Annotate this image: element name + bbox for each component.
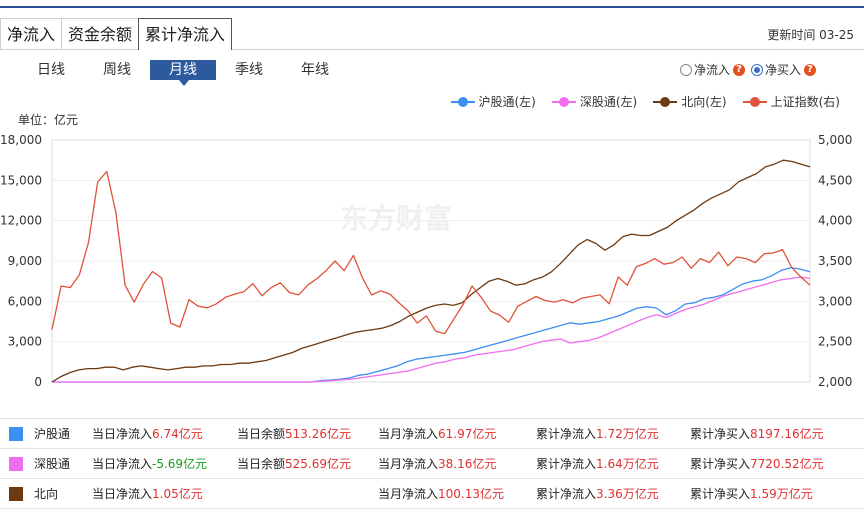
period-quarterly[interactable]: 季线 bbox=[235, 62, 263, 78]
y-right-tick-label: 4,000 bbox=[818, 214, 852, 228]
tab-fund-balance[interactable]: 资金余额 bbox=[61, 18, 140, 49]
radio-button-icon[interactable] bbox=[679, 63, 692, 76]
y-left-tick-label: 0 bbox=[34, 375, 42, 389]
cumulative-buy: 累计净买入1.59万亿元 bbox=[690, 487, 813, 501]
legend-label-sh-index: 上证指数(右) bbox=[770, 95, 840, 109]
y-left-tick-label: 6,000 bbox=[8, 294, 42, 308]
y-right-tick-label: 3,500 bbox=[818, 254, 852, 268]
top-rule bbox=[0, 6, 864, 8]
row-name: 深股通 bbox=[34, 457, 71, 471]
cumulative-inflow-chart: 东方财富 18,000 5,000 15,000 4,500 12,000 4,000 9,… bbox=[0, 133, 852, 389]
update-time: 更新时间 03-25 bbox=[767, 28, 854, 42]
legend-label-sgt: 深股通(左) bbox=[579, 95, 638, 109]
legend-label-hgt: 沪股通(左) bbox=[478, 95, 536, 109]
cumulative-buy: 累计净买入8197.16亿元 bbox=[690, 427, 824, 441]
legend-item-north[interactable]: 北向(左) bbox=[653, 93, 727, 110]
radio-net-inflow-label: 净流入 bbox=[693, 63, 730, 77]
row-name: 北向 bbox=[34, 487, 59, 501]
period-selector: 日线 周线 月线 季线 年线 bbox=[18, 60, 348, 86]
tab-bar: 净流入 资金余额 累计净流入 bbox=[0, 18, 864, 50]
row-name: 沪股通 bbox=[34, 427, 71, 441]
daily-balance: 当日余额525.69亿元 bbox=[237, 457, 352, 471]
y-left-tick-label: 3,000 bbox=[8, 335, 42, 349]
legend-marker-icon bbox=[653, 96, 678, 107]
help-icon[interactable]: ? bbox=[804, 63, 816, 76]
series-line-north bbox=[51, 159, 811, 383]
monthly-inflow: 当月净流入38.16亿元 bbox=[378, 457, 497, 471]
cumulative-inflow: 累计净流入1.72万亿元 bbox=[536, 427, 659, 441]
y-left-tick-label: 12,000 bbox=[0, 214, 42, 228]
daily-inflow: 当日净流入-5.69亿元 bbox=[92, 457, 208, 471]
series-line-sh_index bbox=[51, 170, 811, 335]
table-row: 深股通 当日净流入-5.69亿元 当日余额525.69亿元 当月净流入38.16… bbox=[0, 449, 864, 479]
cumulative-inflow: 累计净流入1.64万亿元 bbox=[536, 457, 659, 471]
monthly-inflow: 当月净流入61.97亿元 bbox=[378, 427, 497, 441]
tab-cumulative-inflow[interactable]: 累计净流入 bbox=[138, 18, 233, 50]
radio-net-buy[interactable]: 净买入 ? bbox=[750, 61, 816, 78]
radio-button-selected-icon[interactable] bbox=[750, 63, 763, 76]
y-right-tick-label: 2,000 bbox=[818, 375, 852, 389]
series-line-sgt bbox=[52, 276, 811, 383]
period-yearly[interactable]: 年线 bbox=[301, 62, 329, 78]
legend-item-sh-index[interactable]: 上证指数(右) bbox=[742, 93, 840, 110]
legend-marker-icon bbox=[551, 96, 576, 107]
legend-marker-icon bbox=[450, 96, 475, 107]
daily-inflow: 当日净流入1.05亿元 bbox=[92, 487, 203, 501]
y-right-tick-label: 3,000 bbox=[818, 294, 852, 308]
tab-net-inflow[interactable]: 净流入 bbox=[0, 18, 63, 49]
period-weekly[interactable]: 周线 bbox=[103, 62, 131, 78]
summary-table: 沪股通 当日净流入6.74亿元 当日余额513.26亿元 当月净流入61.97亿… bbox=[0, 418, 864, 509]
color-swatch-north bbox=[9, 487, 23, 501]
help-icon[interactable]: ? bbox=[732, 63, 745, 76]
radio-net-buy-label: 净买入 bbox=[764, 63, 801, 77]
y-right-tick-label: 2,500 bbox=[818, 335, 852, 349]
cumulative-buy: 累计净买入7720.52亿元 bbox=[690, 457, 824, 471]
y-right-tick-label: 4,500 bbox=[818, 173, 852, 187]
monthly-inflow: 当月净流入100.13亿元 bbox=[378, 487, 505, 501]
radio-net-inflow[interactable]: 净流入 ? bbox=[679, 61, 745, 78]
y-left-tick-label: 9,000 bbox=[8, 254, 42, 268]
period-daily[interactable]: 日线 bbox=[37, 62, 65, 78]
chart-legend: 沪股通(左) 深股通(左) 北向(左) 上证指数(右) bbox=[435, 93, 840, 110]
color-swatch-hgt bbox=[9, 427, 23, 441]
table-row: 沪股通 当日净流入6.74亿元 当日余额513.26亿元 当月净流入61.97亿… bbox=[0, 419, 864, 449]
cumulative-inflow: 累计净流入3.36万亿元 bbox=[536, 487, 659, 501]
legend-item-sgt[interactable]: 深股通(左) bbox=[551, 93, 638, 110]
daily-balance: 当日余额513.26亿元 bbox=[237, 427, 352, 441]
legend-marker-icon bbox=[742, 96, 767, 107]
unit-label: 单位：亿元 bbox=[18, 113, 79, 127]
watermark: 东方财富 bbox=[340, 202, 452, 235]
y-left-tick-label: 18,000 bbox=[0, 133, 42, 147]
daily-inflow: 当日净流入6.74亿元 bbox=[92, 427, 203, 441]
color-swatch-sgt bbox=[9, 457, 23, 471]
legend-label-north: 北向(左) bbox=[681, 95, 727, 109]
y-left-tick-label: 15,000 bbox=[0, 173, 42, 187]
y-right-tick-label: 5,000 bbox=[818, 133, 852, 147]
metric-radio-group: 净流入 ? 净买入 ? bbox=[674, 61, 816, 78]
period-monthly[interactable]: 月线 bbox=[150, 60, 216, 86]
table-row: 北向 当日净流入1.05亿元 当月净流入100.13亿元 累计净流入3.36万亿… bbox=[0, 479, 864, 509]
legend-item-hgt[interactable]: 沪股通(左) bbox=[450, 93, 536, 110]
